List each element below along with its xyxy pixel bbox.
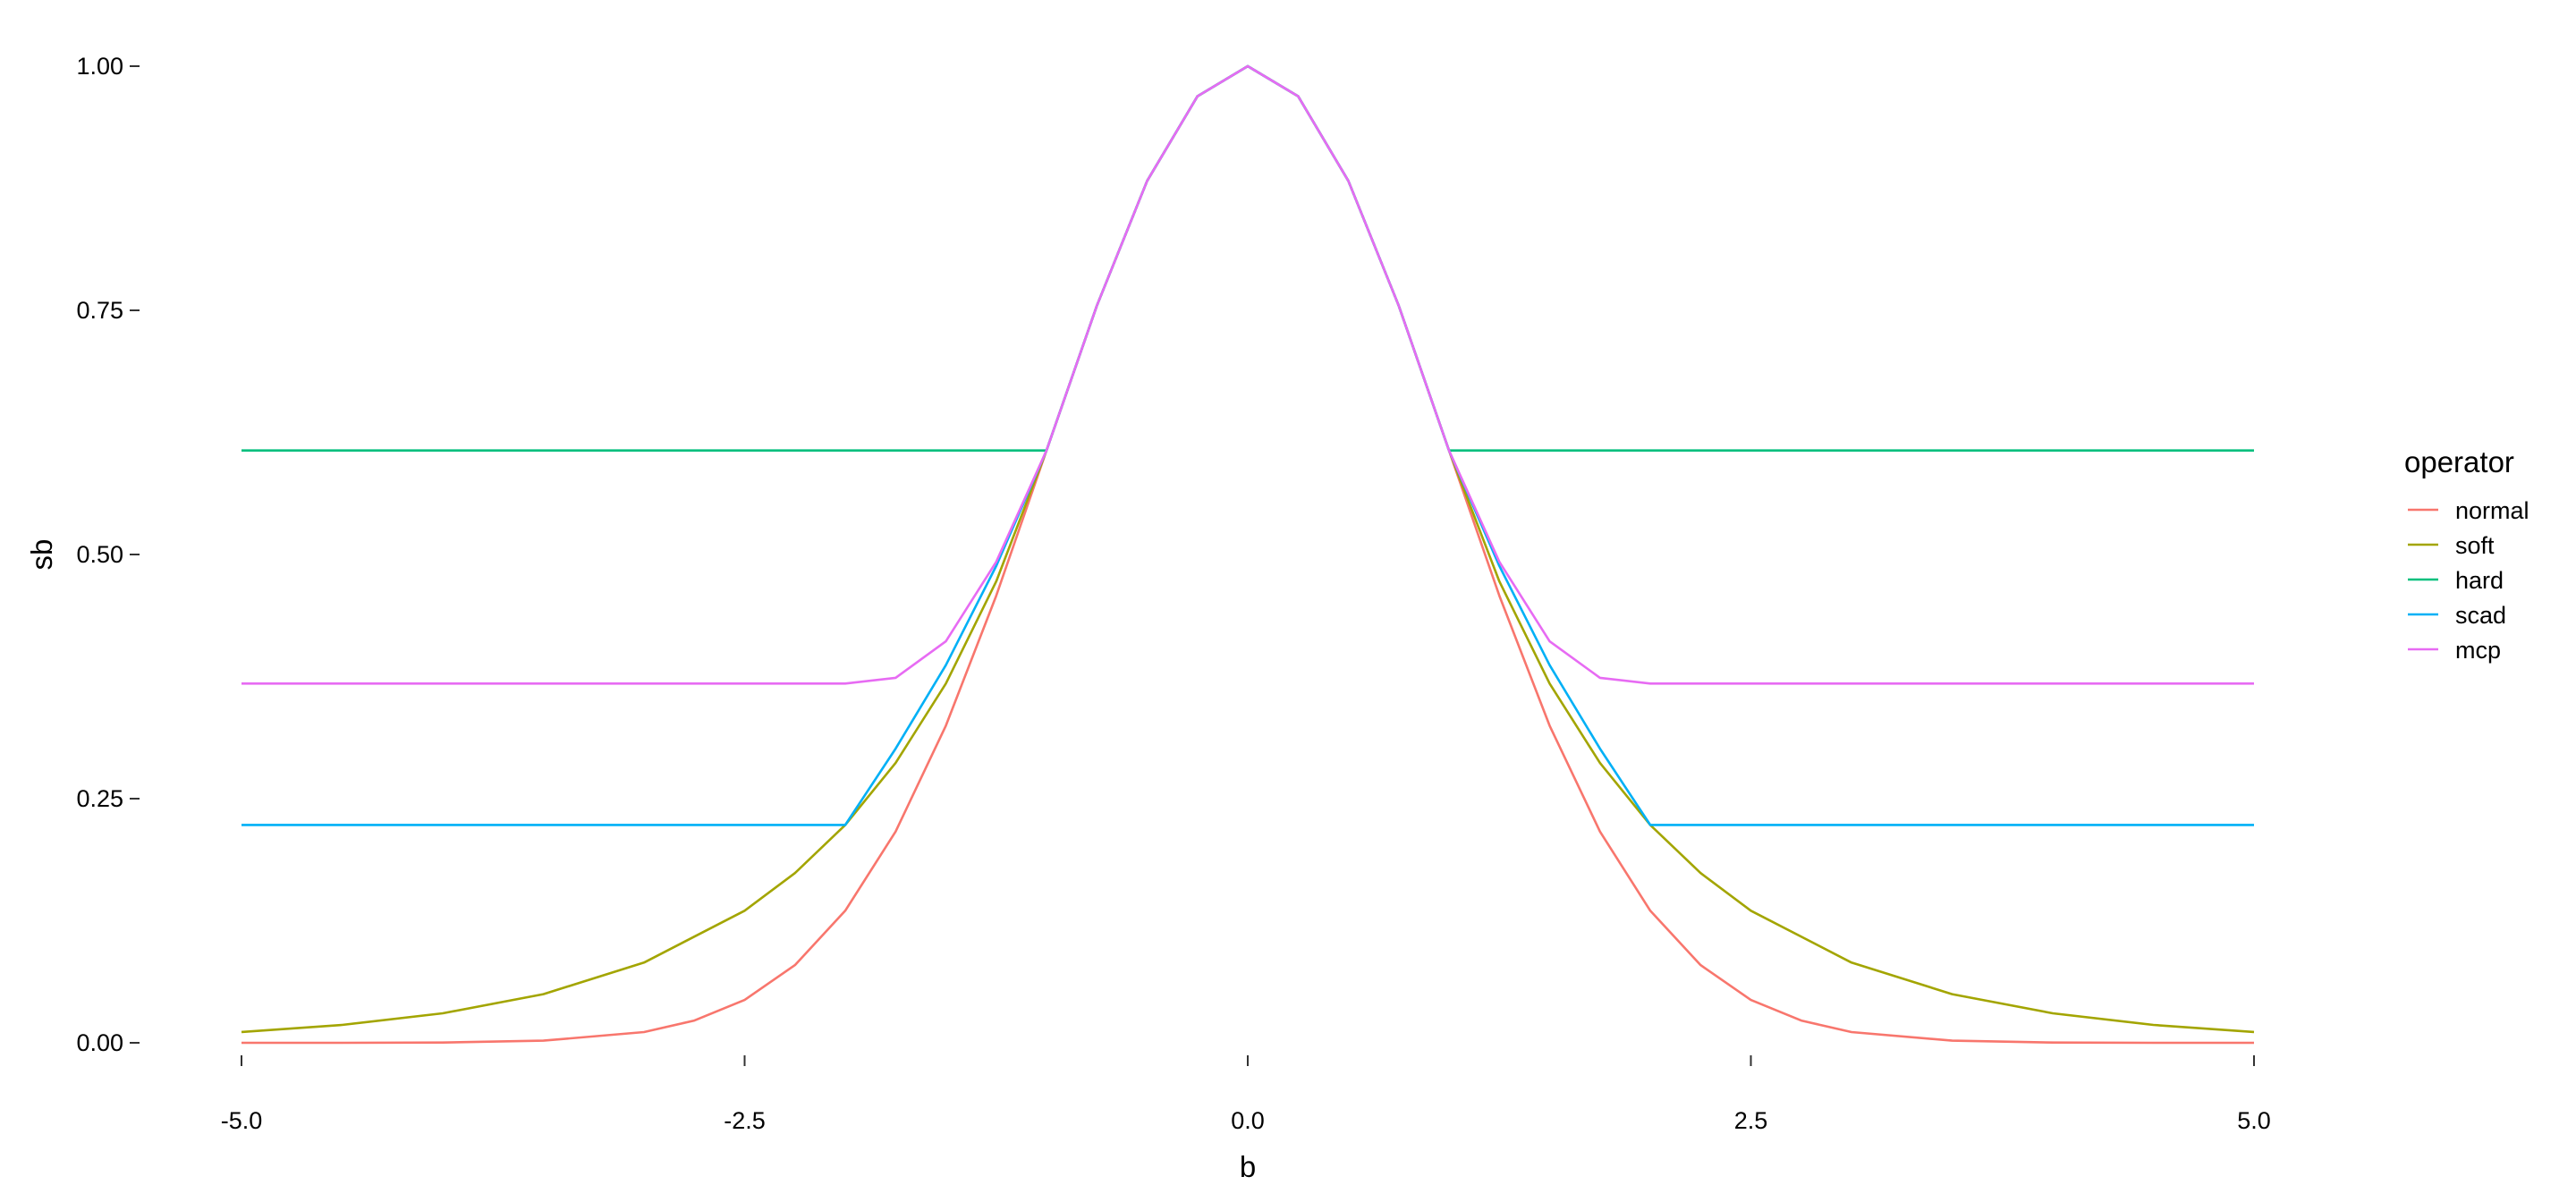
legend-label-scad: scad [2455,602,2506,629]
y-tick-label: 0.75 [76,297,123,324]
y-axis: 0.00 0.25 0.50 0.75 1.00 [76,53,140,1056]
series-line-scad [242,64,2254,826]
y-tick-label: 0.25 [76,785,123,812]
legend-label-mcp: mcp [2455,637,2501,664]
legend: operator normal soft hard scad mcp [2404,445,2529,664]
series-line-hard [242,64,2254,452]
x-tick-label: 2.5 [1734,1107,1768,1134]
x-tick-label: 0.0 [1231,1107,1265,1134]
y-tick-label: 1.00 [76,53,123,80]
legend-title: operator [2404,445,2514,478]
x-axis: -5.0 -2.5 0.0 2.5 5.0 [221,1055,2271,1134]
series-line-soft [241,64,2255,1034]
legend-label-hard: hard [2455,567,2504,594]
legend-label-soft: soft [2455,532,2495,559]
x-tick-label: -5.0 [221,1107,263,1134]
legend-label-normal: normal [2455,497,2529,524]
x-tick-label: -2.5 [724,1107,766,1134]
series-line-normal [242,64,2254,1045]
series-line-mcp [242,64,2254,685]
x-tick-label: 5.0 [2237,1107,2271,1134]
y-tick-label: 0.50 [76,541,123,568]
y-tick-label: 0.00 [76,1029,123,1056]
y-axis-title: sb [25,539,58,571]
x-axis-title: b [1240,1150,1256,1183]
plot-area [241,64,2255,1045]
